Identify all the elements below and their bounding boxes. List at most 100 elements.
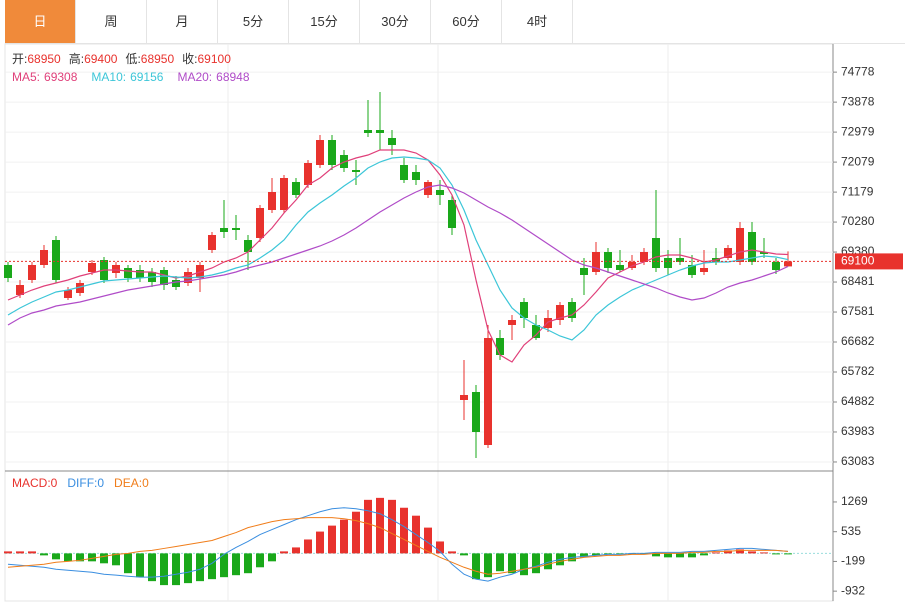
candle-body — [424, 182, 432, 195]
period-tab[interactable]: 30分 — [360, 0, 431, 43]
candle-body — [508, 320, 516, 325]
y-tick-label: 63983 — [841, 424, 875, 438]
macd-bar — [28, 551, 36, 554]
candle-body — [532, 325, 540, 338]
candle-body — [676, 258, 684, 262]
macd-bar — [544, 553, 552, 570]
candle-body — [4, 265, 12, 278]
macd-bar — [304, 539, 312, 554]
candle-body — [604, 252, 612, 268]
candle-body — [28, 265, 36, 280]
y-tick-label: 65782 — [841, 364, 875, 378]
macd-bar — [460, 553, 468, 556]
y-tick-label: 73878 — [841, 94, 875, 108]
macd-bar — [436, 541, 444, 554]
period-tab[interactable]: 60分 — [431, 0, 502, 43]
macd-line — [7, 517, 789, 575]
macd-bar — [208, 553, 216, 580]
macd-bar — [532, 553, 540, 574]
macd-bar — [256, 553, 264, 568]
candle-body — [268, 192, 276, 210]
macd-bar — [316, 531, 324, 554]
ohlc-label: 高: — [69, 51, 84, 66]
y-tick-label: 64882 — [841, 394, 875, 408]
candle-body — [412, 172, 420, 180]
macd-bar — [652, 553, 660, 557]
candle-body — [160, 270, 168, 285]
macd-bar — [424, 527, 432, 554]
macd-bar — [16, 551, 24, 554]
macd-bar — [340, 519, 348, 554]
macd-legend-value: 0 — [142, 476, 149, 490]
macd-bar — [520, 553, 528, 576]
candle-body — [628, 262, 636, 268]
macd-line — [7, 507, 789, 582]
ma-legend-value: 68948 — [216, 70, 250, 84]
candle-body — [88, 263, 96, 272]
period-tab[interactable]: 4时 — [502, 0, 573, 43]
candle-body — [736, 228, 744, 262]
macd-bar — [376, 497, 384, 554]
candle-body — [208, 235, 216, 250]
candle-body — [688, 265, 696, 275]
candle-body — [352, 170, 360, 172]
macd-bar — [64, 553, 72, 562]
period-tab[interactable]: 日 — [5, 0, 76, 43]
candle-body — [280, 178, 288, 210]
ohlc-value: 68950 — [27, 52, 61, 66]
period-tab[interactable]: 15分 — [289, 0, 360, 43]
macd-bar — [484, 553, 492, 578]
y-tick-label: 68481 — [841, 274, 875, 288]
macd-bar — [724, 550, 732, 554]
candle-body — [292, 182, 300, 195]
y-tick-label: 1269 — [841, 494, 868, 508]
ma-line — [7, 184, 789, 326]
candle-body — [664, 258, 672, 268]
legend-line: MA5: 69308 MA10: 69156 MA20: 68948 — [12, 70, 250, 84]
ohlc-value: 68950 — [141, 52, 175, 66]
macd-bar — [52, 553, 60, 560]
macd-bar — [760, 552, 768, 554]
macd-legend-value: 0 — [51, 476, 58, 490]
candle-body — [592, 252, 600, 272]
candle-body — [436, 190, 444, 195]
candle-body — [124, 268, 132, 278]
macd-bar — [244, 553, 252, 574]
candle-body — [460, 395, 468, 400]
period-tab[interactable]: 周 — [76, 0, 147, 43]
y-tick-label: 74778 — [841, 64, 875, 78]
candle-body — [748, 232, 756, 262]
macd-bar — [172, 553, 180, 586]
candle-body — [232, 228, 240, 230]
ohlc-label: 低: — [125, 52, 140, 66]
candle-body — [220, 228, 228, 232]
macd-bar — [736, 549, 744, 554]
macd-legend-name: MACD: — [12, 476, 51, 490]
candle-body — [172, 280, 180, 287]
macd-bar — [508, 553, 516, 574]
ma-legend-value: 69156 — [130, 70, 164, 84]
period-tab[interactable]: 月 — [147, 0, 218, 43]
macd-bar — [592, 553, 600, 556]
candle-body — [484, 338, 492, 445]
macd-legend-name: DIFF: — [67, 476, 97, 490]
candle-body — [700, 268, 708, 272]
legend-line: MACD:0 DIFF:0 DEA:0 — [12, 476, 149, 490]
macd-bar — [196, 553, 204, 582]
macd-bar — [220, 553, 228, 578]
candle-body — [16, 285, 24, 295]
macd-bar — [112, 553, 120, 566]
candle-body — [472, 392, 480, 432]
candle-body — [448, 200, 456, 228]
y-tick-label: 72079 — [841, 154, 875, 168]
macd-bar — [688, 553, 696, 558]
macd-legend-value: 0 — [97, 476, 104, 490]
candle-body — [652, 238, 660, 268]
y-tick-label: 63083 — [841, 454, 875, 468]
candle-body — [376, 130, 384, 133]
candle-body — [772, 262, 780, 270]
ma-legend-name: MA20: — [177, 70, 212, 84]
macd-bar — [280, 551, 288, 554]
period-tab[interactable]: 5分 — [218, 0, 289, 43]
